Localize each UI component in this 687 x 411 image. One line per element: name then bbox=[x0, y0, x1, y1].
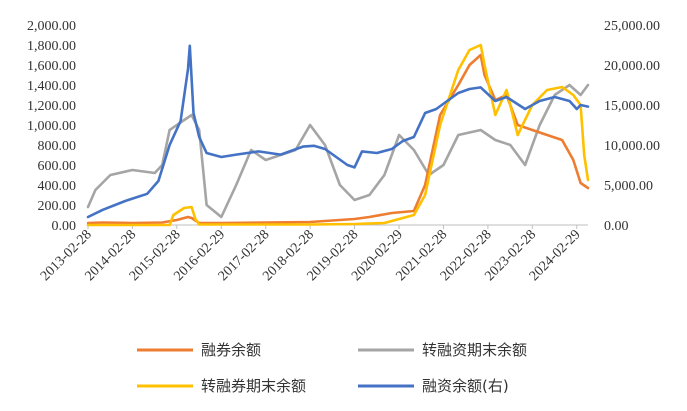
right-axis-ticks: 0.00 5,000.00 10,000.00 15,000.00 20,000.00 2… bbox=[604, 19, 660, 234]
left-axis-tick-label: 800.00 bbox=[38, 139, 77, 154]
left-axis-tick-label: 1,200.00 bbox=[27, 99, 76, 114]
series-lines bbox=[86, 43, 590, 227]
left-axis-ticks: 0.00 200.00 400.00 600.00 800.00 1,000.00 1,20… bbox=[27, 19, 76, 234]
left-axis-tick-label: 0.00 bbox=[52, 219, 77, 234]
series-line-0 bbox=[86, 53, 590, 225]
right-axis-tick-label: 5,000.00 bbox=[604, 179, 653, 194]
left-axis-tick-label: 1,400.00 bbox=[27, 79, 76, 94]
left-axis-tick-label: 2,000.00 bbox=[27, 19, 76, 34]
left-axis-tick-label: 1,800.00 bbox=[27, 39, 76, 54]
series-line-2 bbox=[86, 43, 590, 227]
legend-label: 转融资期末余额 bbox=[422, 341, 527, 359]
series-line-3 bbox=[86, 44, 590, 219]
left-axis-tick-label: 1,600.00 bbox=[27, 59, 76, 74]
right-axis-tick-label: 20,000.00 bbox=[604, 59, 660, 74]
right-axis-tick-label: 0.00 bbox=[604, 219, 629, 234]
x-axis-ticks: 2013-02-282014-02-282015-02-282016-02-29… bbox=[38, 225, 584, 284]
right-axis-tick-label: 25,000.00 bbox=[604, 19, 660, 34]
series-line-1 bbox=[86, 83, 590, 219]
legend-label: 融资余额(右) bbox=[422, 377, 509, 395]
legend-label: 融券余额 bbox=[201, 341, 261, 359]
legend-label: 转融券期末余额 bbox=[201, 377, 306, 395]
left-axis-tick-label: 1,000.00 bbox=[27, 119, 76, 134]
left-axis-tick-label: 200.00 bbox=[38, 199, 77, 214]
left-axis-tick-label: 400.00 bbox=[38, 179, 77, 194]
right-axis-tick-label: 15,000.00 bbox=[604, 99, 660, 114]
left-axis-tick-label: 600.00 bbox=[38, 159, 77, 174]
right-axis-tick-label: 10,000.00 bbox=[604, 139, 660, 154]
